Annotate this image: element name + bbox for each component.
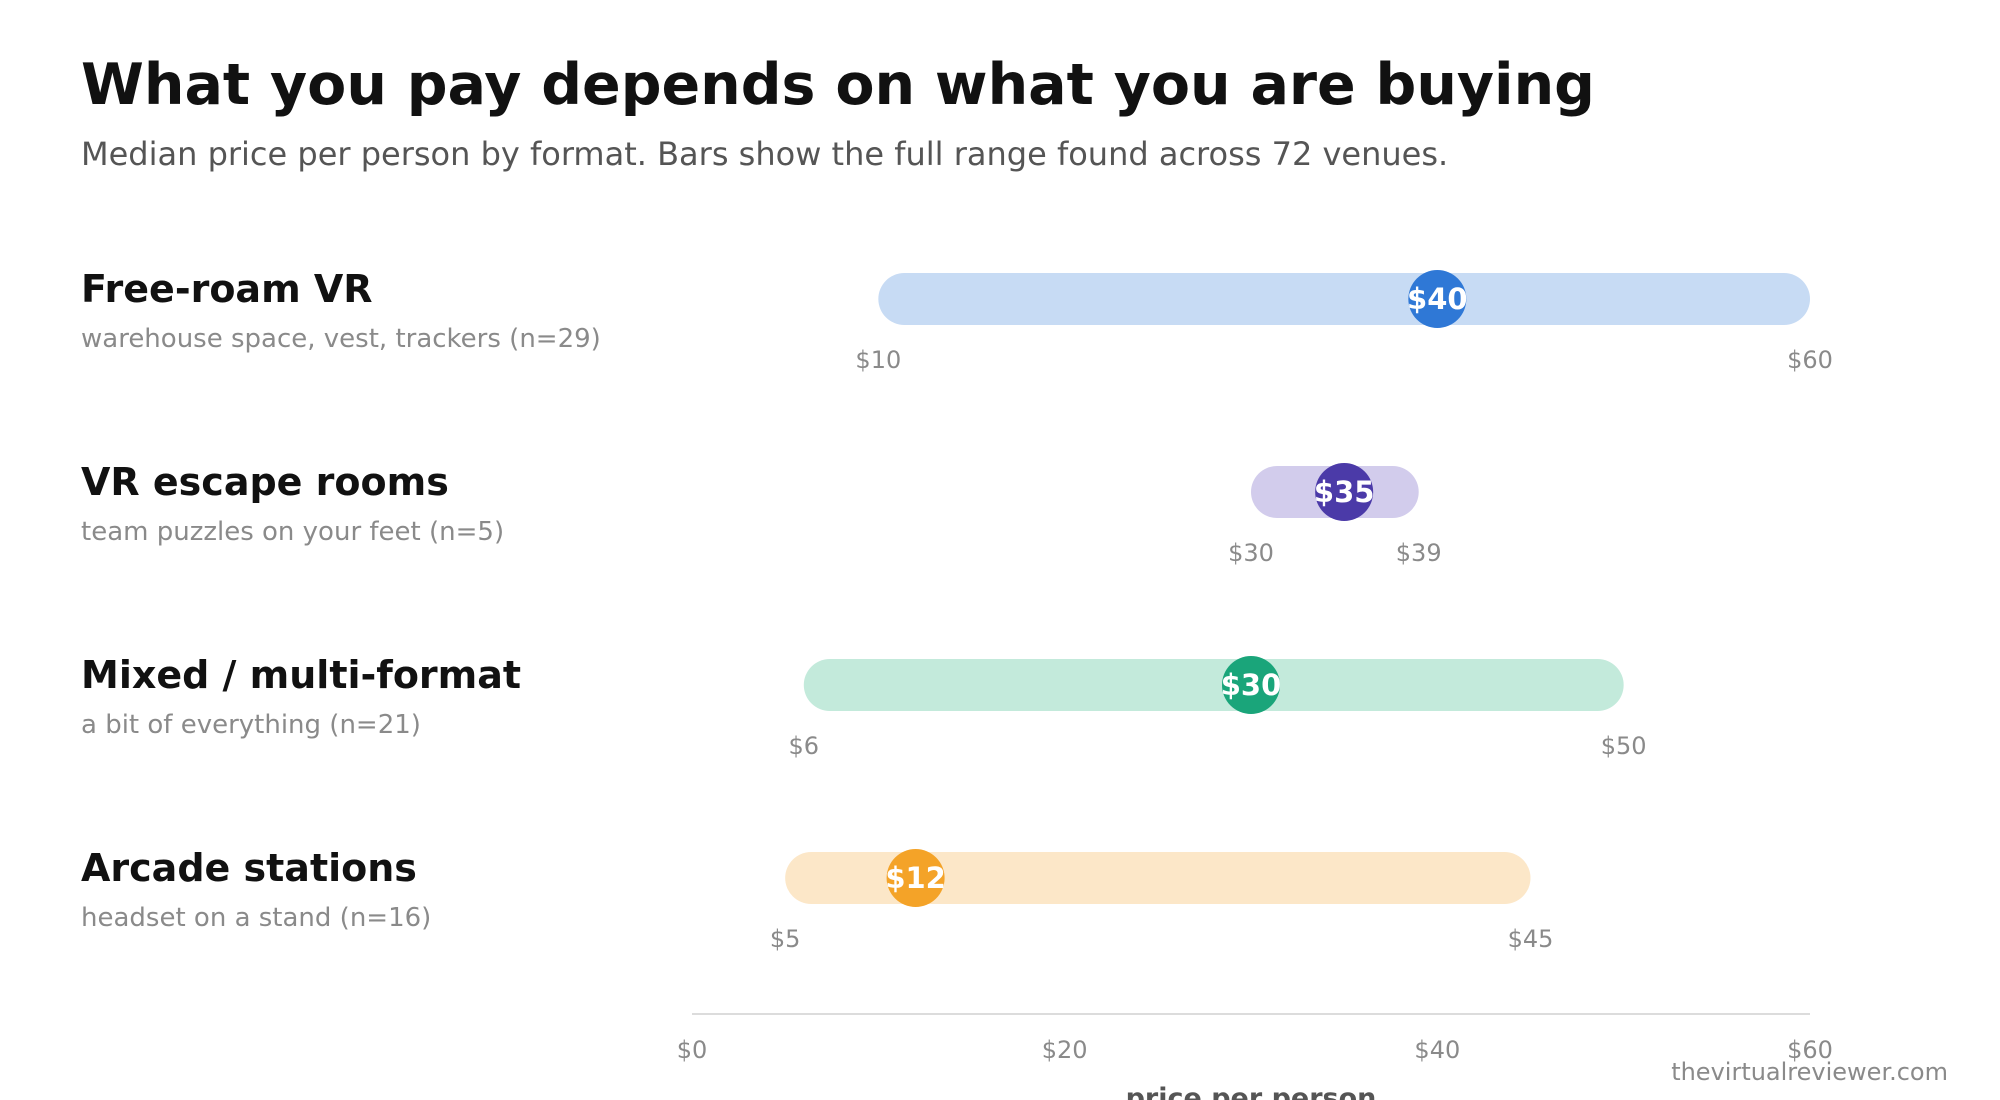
x-axis-ticks: $0 $20 $40 $60 — [677, 1036, 1833, 1064]
series-description: team puzzles on your feet (n=5) — [81, 517, 504, 547]
median-label: $40 — [1407, 282, 1468, 316]
range-bar — [803, 659, 1624, 711]
series-description: warehouse space, vest, trackers (n=29) — [81, 324, 601, 354]
x-tick-label: $60 — [1787, 1036, 1833, 1064]
median-label: $35 — [1314, 475, 1375, 509]
median-dot — [886, 849, 945, 907]
median-dot — [1408, 270, 1467, 328]
series-description: a bit of everything (n=21) — [81, 710, 421, 740]
range-min-label: $6 — [789, 732, 820, 760]
chart-row: Free-roam VR warehouse space, vest, track… — [81, 267, 1833, 374]
x-axis-label: price per person — [1126, 1083, 1377, 1100]
series-name: Mixed / multi-format — [81, 653, 521, 697]
range-min-label: $5 — [770, 925, 801, 953]
chart-row: Arcade stations headset on a stand (n=16)… — [81, 846, 1553, 953]
chart-title: What you pay depends on what you are buy… — [81, 52, 1595, 118]
range-min-label: $10 — [855, 346, 901, 374]
chart-row: Mixed / multi-format a bit of everything … — [81, 653, 1647, 760]
series-name: VR escape rooms — [81, 460, 449, 504]
x-tick-label: $40 — [1414, 1036, 1460, 1064]
range-bar — [878, 273, 1810, 325]
source-watermark: thevirtualreviewer.com — [1671, 1058, 1948, 1086]
x-tick-label: $0 — [677, 1036, 708, 1064]
range-bar — [785, 852, 1531, 904]
series-description: headset on a stand (n=16) — [81, 903, 431, 933]
series-name: Free-roam VR — [81, 267, 373, 311]
range-max-label: $39 — [1396, 539, 1442, 567]
median-dot — [1315, 463, 1374, 521]
range-max-label: $45 — [1508, 925, 1554, 953]
range-max-label: $50 — [1601, 732, 1647, 760]
range-max-label: $60 — [1787, 346, 1833, 374]
median-label: $30 — [1221, 668, 1282, 702]
series-name: Arcade stations — [81, 846, 417, 890]
chart-rows: Free-roam VR warehouse space, vest, track… — [81, 267, 1833, 953]
median-label: $12 — [885, 861, 946, 895]
range-min-label: $30 — [1228, 539, 1274, 567]
chart-subtitle: Median price per person by format. Bars … — [81, 135, 1449, 173]
median-dot — [1222, 656, 1280, 714]
chart-row: VR escape rooms team puzzles on your feet… — [81, 460, 1442, 567]
x-tick-label: $20 — [1042, 1036, 1088, 1064]
